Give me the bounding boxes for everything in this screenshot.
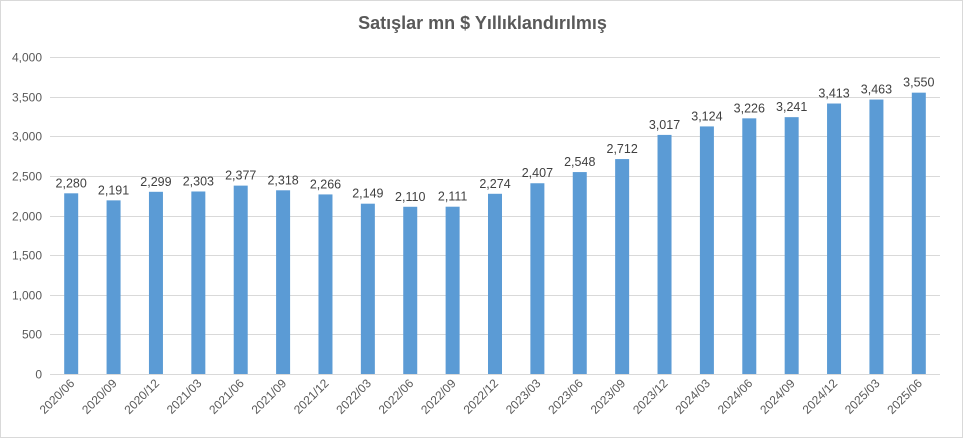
bar [488, 193, 502, 374]
x-tick-label: 2020/09 [79, 376, 120, 417]
bar [615, 159, 630, 374]
bar [572, 172, 587, 374]
x-tick-label: 2024/12 [800, 376, 841, 417]
x-tick-label: 2020/12 [121, 376, 162, 417]
data-label: 3,226 [734, 101, 765, 115]
x-tick-label: 2022/06 [376, 376, 417, 417]
x-tick-label: 2023/12 [630, 376, 671, 417]
bar [869, 99, 884, 374]
x-tick-label: 2021/06 [206, 376, 247, 417]
bar [64, 193, 79, 374]
bar [106, 200, 121, 374]
x-tick-label: 2022/03 [333, 376, 374, 417]
bar [742, 118, 757, 374]
bar [657, 134, 672, 374]
bar [233, 185, 248, 374]
x-tick-label: 2024/03 [672, 376, 713, 417]
x-tick-label: 2023/06 [545, 376, 586, 417]
data-label: 2,266 [310, 177, 341, 191]
bar [191, 191, 206, 374]
chart-title: Satışlar mn $ Yıllıklandırılmış [358, 13, 607, 33]
x-tick-label: 2025/03 [842, 376, 883, 417]
y-tick-label: 2,000 [12, 210, 42, 224]
data-label: 2,280 [56, 176, 87, 190]
y-tick-label: 4,000 [12, 51, 42, 65]
x-tick-label: 2024/06 [715, 376, 756, 417]
data-label: 2,299 [140, 175, 171, 189]
bar [445, 206, 460, 374]
data-label: 3,241 [776, 100, 807, 114]
bar [699, 126, 714, 374]
data-label: 2,111 [438, 190, 467, 204]
bar [530, 183, 545, 374]
bar [318, 194, 333, 374]
x-tick-label: 2020/06 [37, 376, 78, 417]
x-tick-label: 2021/09 [249, 376, 290, 417]
data-label: 2,407 [522, 166, 553, 180]
bar [911, 92, 926, 374]
data-label: 2,274 [479, 177, 510, 191]
bar [148, 191, 163, 374]
data-label: 3,124 [691, 109, 722, 123]
x-tick-label: 2022/09 [418, 376, 459, 417]
y-tick-label: 500 [22, 328, 42, 342]
data-label: 2,149 [352, 187, 383, 201]
data-label: 2,191 [98, 183, 129, 197]
x-tick-label: 2025/06 [884, 376, 925, 417]
data-label: 3,017 [649, 118, 680, 132]
bar [276, 190, 291, 374]
data-label: 2,712 [607, 142, 638, 156]
x-tick-label: 2024/09 [757, 376, 798, 417]
y-tick-label: 3,000 [12, 130, 42, 144]
data-label: 2,548 [564, 155, 595, 169]
bar [827, 103, 842, 375]
bar [784, 117, 799, 374]
data-label: 2,110 [395, 190, 425, 204]
x-tick-label: 2021/03 [164, 376, 205, 417]
data-label: 3,413 [818, 87, 849, 101]
data-label: 2,377 [225, 169, 256, 183]
y-tick-label: 1,500 [12, 249, 42, 263]
x-tick-label: 2023/09 [588, 376, 629, 417]
y-tick-label: 1,000 [12, 289, 42, 303]
y-tick-label: 3,500 [12, 91, 42, 105]
data-label: 3,550 [903, 76, 934, 90]
data-label: 2,303 [183, 174, 214, 188]
y-tick-label: 2,500 [12, 170, 42, 184]
x-tick-label: 2023/03 [503, 376, 544, 417]
y-tick-label: 0 [35, 368, 42, 382]
bar [360, 203, 375, 374]
x-tick-label: 2021/12 [291, 376, 332, 417]
x-tick-label: 2022/12 [461, 376, 502, 417]
data-label: 2,318 [267, 173, 298, 187]
data-label: 3,463 [861, 83, 892, 97]
bar [403, 206, 418, 374]
